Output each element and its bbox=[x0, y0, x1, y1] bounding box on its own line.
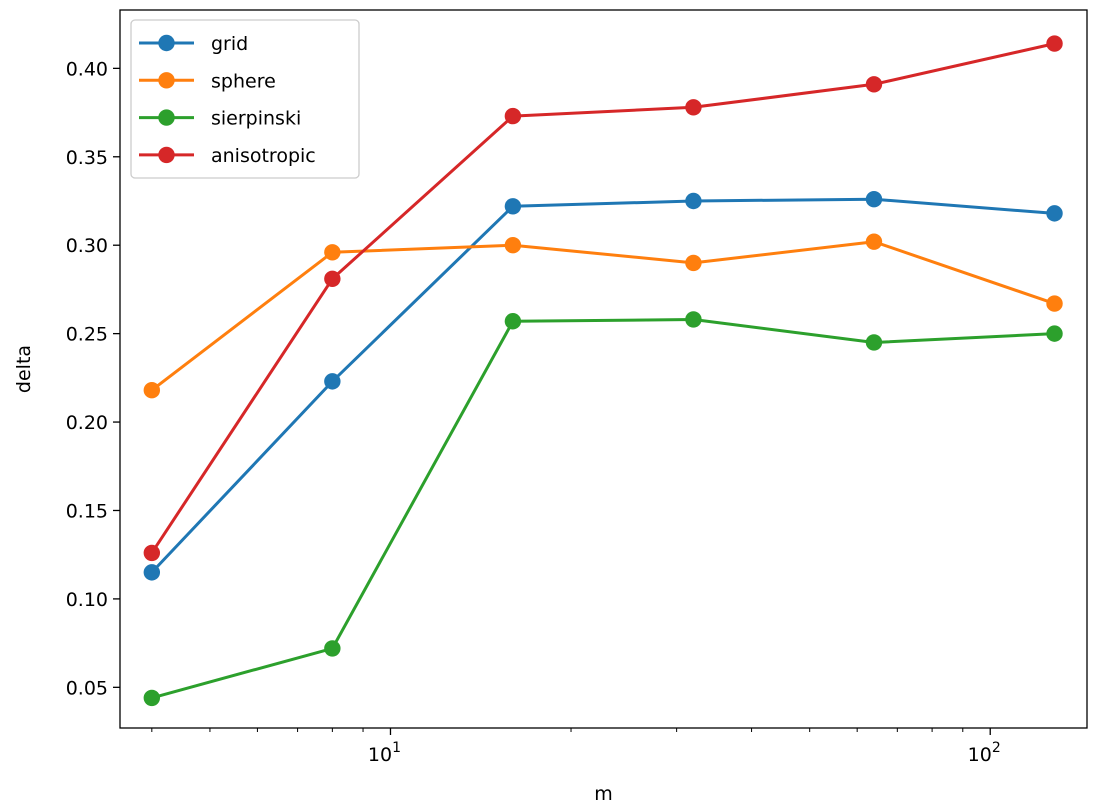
data-point-sphere bbox=[143, 382, 161, 399]
data-point-grid bbox=[685, 192, 702, 210]
data-point-sierpinski bbox=[324, 640, 341, 657]
legend-box bbox=[130, 19, 360, 179]
data-point-sphere bbox=[685, 254, 702, 272]
x-tick-label: 102 bbox=[968, 740, 1001, 766]
legend-item-grid: grid bbox=[139, 33, 248, 55]
y-tick-label: 0.10 bbox=[66, 589, 108, 611]
y-tick-label: 0.05 bbox=[66, 677, 108, 699]
data-point-sierpinski bbox=[865, 334, 883, 351]
legend-swatch-marker bbox=[158, 34, 175, 52]
legend-item-anisotropic: anisotropic bbox=[139, 145, 316, 167]
data-point-grid bbox=[143, 564, 161, 581]
legend: grid sphere sierpinski anisotropic bbox=[130, 19, 360, 179]
plot-axes: 0.05 0.10 0.15 0.20 0.25 0.30 0.35 0.40 101 102 bbox=[66, 9, 1088, 766]
x-tick-label: 101 bbox=[368, 740, 401, 766]
legend-swatch-marker bbox=[158, 72, 175, 89]
data-point-grid bbox=[865, 191, 883, 208]
data-point-sphere bbox=[865, 233, 883, 250]
plot-frame bbox=[119, 9, 1088, 729]
series-sphere bbox=[143, 233, 1063, 399]
x-axis-label: m bbox=[594, 783, 613, 805]
data-point-sierpinski bbox=[685, 311, 702, 328]
legend-label: anisotropic bbox=[211, 145, 316, 167]
y-axis-label: delta bbox=[13, 345, 35, 393]
data-point-sphere bbox=[1046, 295, 1063, 312]
data-point-anisotropic bbox=[504, 107, 522, 125]
data-point-sierpinski bbox=[1046, 325, 1063, 342]
y-tick-label: 0.15 bbox=[66, 500, 108, 522]
legend-swatch-marker bbox=[158, 146, 175, 164]
data-point-grid bbox=[1046, 205, 1063, 222]
data-point-anisotropic bbox=[324, 270, 341, 288]
series-line-sphere bbox=[150, 240, 1056, 392]
data-point-sphere bbox=[504, 237, 522, 254]
y-tick-label: 0.25 bbox=[66, 324, 108, 346]
series-grid bbox=[143, 191, 1063, 581]
legend-label: sphere bbox=[211, 70, 276, 92]
series-line-sierpinski bbox=[150, 318, 1056, 700]
data-point-anisotropic bbox=[143, 544, 161, 562]
legend-item-sierpinski: sierpinski bbox=[139, 108, 301, 130]
data-point-grid bbox=[504, 198, 522, 215]
data-point-sphere bbox=[324, 244, 341, 261]
legend-label: sierpinski bbox=[211, 108, 301, 130]
legend-label: grid bbox=[211, 33, 248, 55]
legend-swatch-marker bbox=[158, 109, 175, 126]
data-point-anisotropic bbox=[1046, 35, 1063, 52]
series-sierpinski bbox=[143, 311, 1063, 707]
series-line-anisotropic bbox=[150, 42, 1056, 555]
y-tick-label: 0.30 bbox=[66, 235, 108, 257]
data-point-anisotropic bbox=[685, 99, 702, 116]
y-tick-label: 0.20 bbox=[66, 412, 108, 434]
data-point-anisotropic bbox=[865, 76, 883, 93]
data-point-grid bbox=[324, 373, 341, 390]
y-tick-label: 0.35 bbox=[66, 147, 108, 169]
y-tick-label: 0.40 bbox=[66, 58, 108, 80]
series-line-grid bbox=[150, 197, 1056, 574]
series-anisotropic bbox=[143, 35, 1063, 562]
data-point-sierpinski bbox=[504, 313, 522, 330]
data-point-sierpinski bbox=[143, 689, 161, 707]
plot-series bbox=[143, 35, 1063, 707]
legend-item-sphere: sphere bbox=[139, 70, 276, 92]
